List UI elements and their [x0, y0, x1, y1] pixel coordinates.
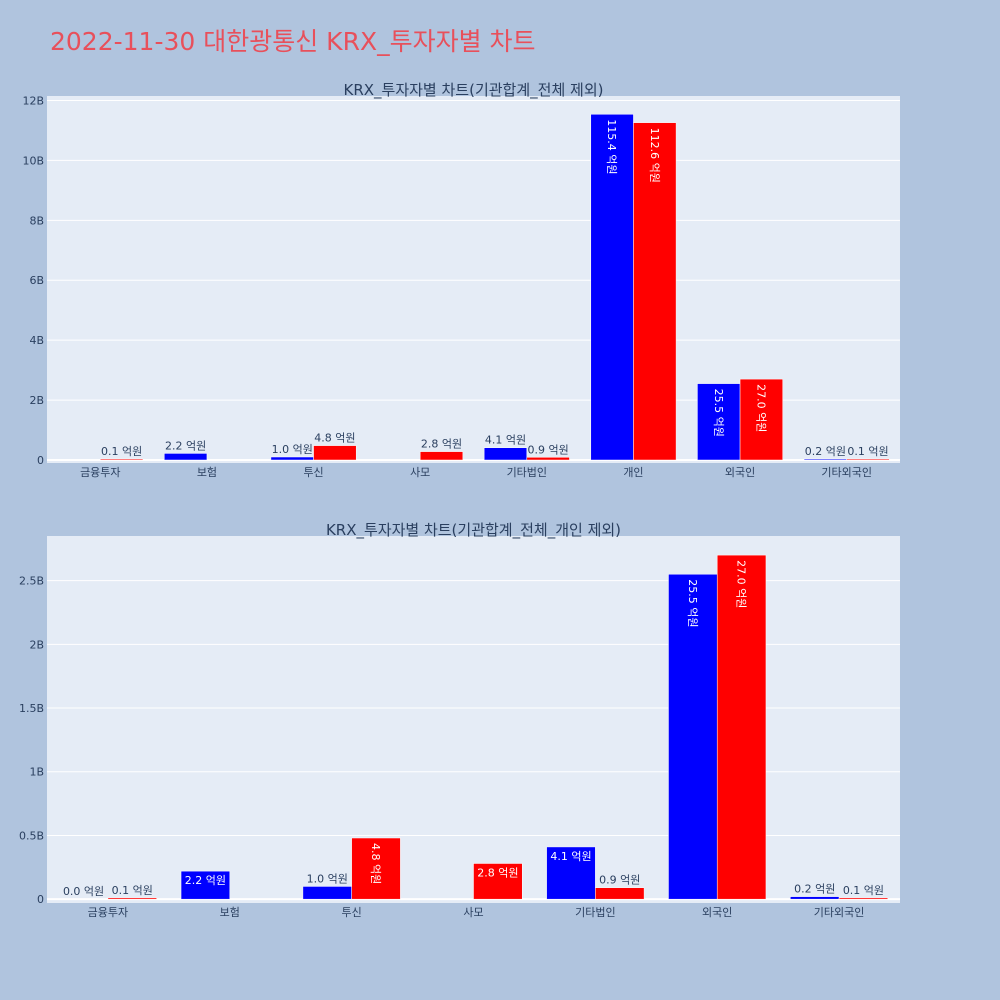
y-tick-label: 0	[37, 893, 44, 906]
y-tick-label: 1B	[29, 766, 44, 779]
y-tick-label: 2.5B	[19, 575, 44, 588]
bar	[803, 458, 847, 461]
bar	[100, 458, 144, 461]
x-tick-label: 금융투자	[88, 906, 128, 919]
bar	[419, 451, 464, 461]
bar	[302, 886, 352, 900]
plot-area	[47, 536, 900, 903]
x-tick-label: 투신	[342, 906, 362, 919]
chart-panel-1: KRX_투자자별 차트(기관합계_전체 제외) 0 2B 4B 6B 8B 10B 12B 금융…	[22, 81, 900, 479]
bar	[107, 897, 157, 900]
data-label: 0.9 억원	[528, 443, 569, 456]
bar	[270, 456, 314, 461]
data-label: 115.4 억원	[605, 119, 618, 174]
x-tick-label: 기타법인	[507, 466, 547, 479]
data-label: 4.1 억원	[485, 434, 526, 447]
x-tick-label: 투신	[303, 466, 323, 479]
data-label: 27.0 억원	[735, 560, 748, 608]
data-label: 0.1 억원	[843, 884, 884, 897]
chart-title: KRX_투자자별 차트(기관합계_전체 제외)	[344, 81, 604, 100]
data-label: 0.1 억원	[112, 884, 153, 897]
bar	[633, 122, 677, 461]
x-tick-label: 기타법인	[575, 906, 615, 919]
data-label: 2.2 억원	[185, 874, 226, 887]
x-tick-label: 금융투자	[80, 466, 120, 479]
bar	[790, 896, 840, 900]
bar	[351, 837, 401, 900]
data-label: 27.0 억원	[754, 384, 767, 432]
data-label: 1.0 억원	[272, 443, 313, 456]
page-title: 2022-11-30 대한광통신 KRX_투자자별 차트	[50, 27, 536, 56]
bar	[483, 447, 528, 461]
y-tick-label: 4B	[29, 334, 44, 347]
y-tick-label: 6B	[29, 274, 44, 287]
data-label: 1.0 억원	[307, 872, 348, 885]
bar	[313, 445, 357, 461]
data-label: 0.0 억원	[63, 885, 104, 898]
x-tick-label: 기타외국인	[814, 906, 865, 919]
x-tick-label: 개인	[623, 466, 643, 479]
data-label: 4.1 억원	[550, 850, 591, 863]
bar	[716, 554, 767, 900]
data-label: 0.2 억원	[794, 883, 835, 896]
bar	[838, 897, 889, 900]
chart-panel-2: KRX_투자자별 차트(기관합계_전체_개인 제외) 0 0.5B 1B 1.5B 2B 2…	[19, 521, 900, 919]
data-label: 0.1 억원	[101, 445, 142, 458]
x-tick-label: 보험	[197, 466, 217, 479]
y-tick-label: 10B	[22, 154, 44, 167]
data-label: 2.2 억원	[165, 439, 206, 452]
y-tick-label: 2B	[29, 394, 44, 407]
y-tick-label: 0	[37, 454, 44, 467]
x-tick-label: 사모	[463, 906, 483, 919]
y-tick-label: 0.5B	[19, 829, 44, 842]
bar	[697, 383, 741, 461]
y-tick-label: 12B	[22, 94, 44, 107]
data-label: 25.5 억원	[686, 579, 699, 627]
data-label: 2.8 억원	[421, 438, 462, 451]
y-tick-label: 8B	[29, 214, 44, 227]
x-tick-label: 사모	[410, 466, 430, 479]
bar	[526, 457, 570, 461]
chart-title: KRX_투자자별 차트(기관합계_전체_개인 제외)	[326, 521, 621, 540]
bar	[739, 378, 783, 461]
bar	[180, 870, 231, 900]
data-label: 0.1 억원	[847, 445, 888, 458]
y-tick-label: 2B	[29, 638, 44, 651]
bar	[473, 863, 523, 900]
data-label: 25.5 억원	[712, 389, 725, 437]
x-tick-label: 외국인	[725, 466, 755, 479]
bar	[595, 887, 645, 900]
data-label: 2.8 억원	[477, 866, 518, 879]
x-tick-label: 외국인	[702, 906, 732, 919]
bar	[846, 458, 890, 461]
bar	[546, 846, 596, 900]
x-tick-label: 보험	[220, 906, 240, 919]
x-tick-label: 기타외국인	[821, 466, 872, 479]
data-label: 112.6 억원	[648, 128, 661, 183]
bar	[668, 573, 718, 900]
data-label: 0.2 억원	[805, 445, 846, 458]
data-label: 4.8 억원	[369, 843, 382, 884]
bar	[164, 453, 208, 461]
bar	[590, 114, 634, 461]
data-label: 0.9 억원	[599, 874, 640, 887]
y-tick-label: 1.5B	[19, 702, 44, 715]
data-label: 4.8 억원	[314, 432, 355, 445]
